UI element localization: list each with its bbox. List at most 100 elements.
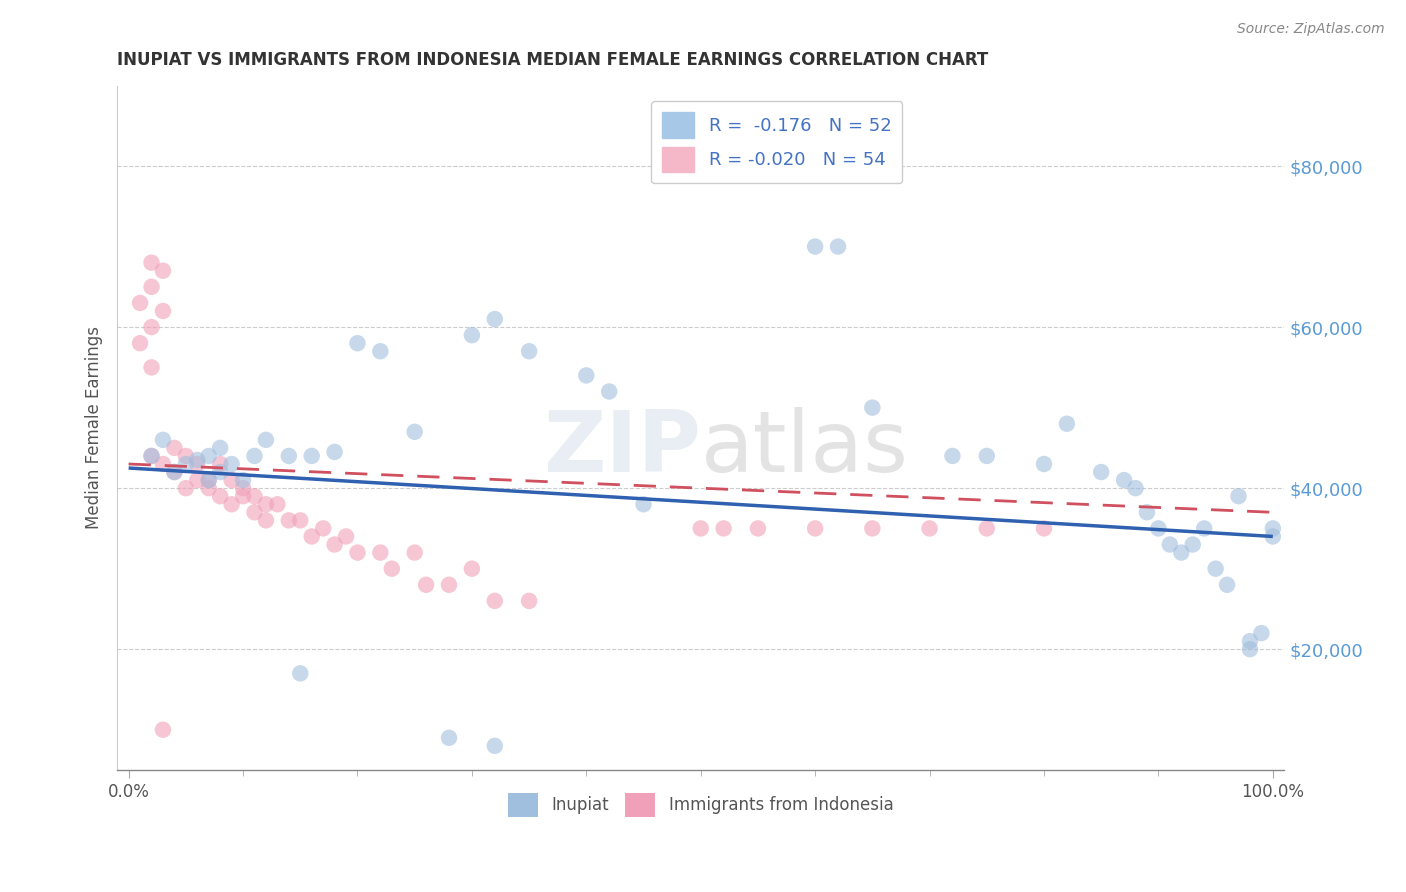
Point [484,594,506,608]
Point [598,384,620,399]
Point [232,489,254,503]
Point [290,666,312,681]
Point [141,320,163,334]
Point [941,449,963,463]
Point [517,594,540,608]
Point [461,328,484,343]
Point [141,449,163,463]
Point [918,521,941,535]
Point [277,513,299,527]
Point [827,239,849,253]
Point [484,312,506,326]
Point [129,336,152,351]
Point [575,368,598,383]
Point [152,457,174,471]
Point [323,445,346,459]
Point [209,489,232,503]
Point [1216,578,1239,592]
Point [860,401,883,415]
Point [1147,521,1170,535]
Point [437,731,460,745]
Point [1239,642,1261,657]
Point [209,457,232,471]
Point [243,505,266,519]
Point [209,465,232,479]
Point [243,449,266,463]
Point [346,545,368,559]
Point [254,433,277,447]
Point [461,562,484,576]
Point [1227,489,1250,503]
Point [381,562,404,576]
Point [335,529,357,543]
Point [370,545,392,559]
Point [404,545,426,559]
Point [186,457,208,471]
Point [197,481,219,495]
Point [517,344,540,359]
Point [141,280,163,294]
Point [129,296,152,310]
Point [197,473,219,487]
Point [1136,505,1159,519]
Point [221,497,243,511]
Point [713,521,735,535]
Point [163,441,186,455]
Point [1033,521,1056,535]
Point [860,521,883,535]
Point [243,489,266,503]
Point [174,457,197,471]
Point [437,578,460,592]
Point [174,449,197,463]
Point [152,723,174,737]
Point [174,481,197,495]
Point [221,473,243,487]
Legend: Inupiat, Immigrants from Indonesia: Inupiat, Immigrants from Indonesia [501,787,900,823]
Point [1112,473,1135,487]
Point [209,441,232,455]
Point [141,360,163,375]
Point [301,529,323,543]
Point [415,578,437,592]
Point [1205,562,1227,576]
Point [254,497,277,511]
Point [323,537,346,551]
Point [1261,521,1284,535]
Point [1261,529,1284,543]
Point [1170,545,1192,559]
Point [1125,481,1147,495]
Point [232,473,254,487]
Point [197,449,219,463]
Point [186,473,208,487]
Point [689,521,711,535]
Point [221,457,243,471]
Point [633,497,655,511]
Point [152,433,174,447]
Point [1033,457,1056,471]
Point [804,521,827,535]
Point [163,465,186,479]
Point [301,449,323,463]
Point [370,344,392,359]
Point [747,521,769,535]
Text: atlas: atlas [700,407,908,490]
Point [277,449,299,463]
Point [346,336,368,351]
Point [197,473,219,487]
Point [141,255,163,269]
Point [804,239,827,253]
Point [1239,634,1261,648]
Point [232,481,254,495]
Point [1181,537,1204,551]
Point [1159,537,1181,551]
Point [152,304,174,318]
Point [141,449,163,463]
Point [312,521,335,535]
Point [976,449,998,463]
Point [1090,465,1112,479]
Point [484,739,506,753]
Text: ZIP: ZIP [543,407,700,490]
Point [976,521,998,535]
Point [266,497,288,511]
Text: INUPIAT VS IMMIGRANTS FROM INDONESIA MEDIAN FEMALE EARNINGS CORRELATION CHART: INUPIAT VS IMMIGRANTS FROM INDONESIA MED… [117,51,988,69]
